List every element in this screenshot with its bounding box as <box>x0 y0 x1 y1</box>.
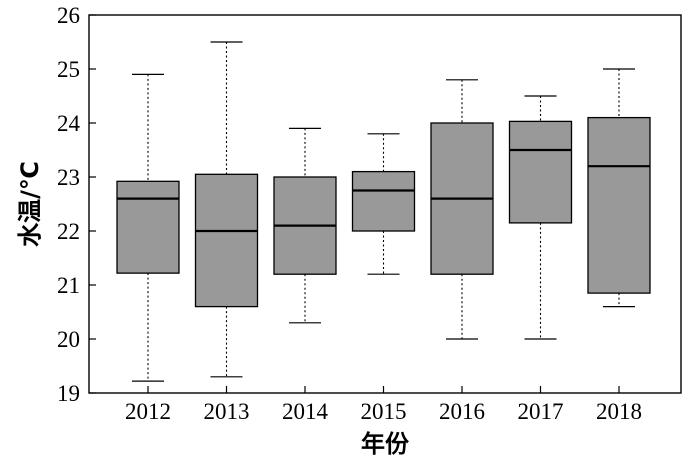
y-tick-label: 21 <box>57 273 80 298</box>
y-tick-label: 24 <box>57 111 81 136</box>
box-body <box>587 116 651 294</box>
y-tick-label: 26 <box>57 3 80 28</box>
y-tick-label: 23 <box>57 165 80 190</box>
y-axis-title: 水温/℃ <box>16 161 44 247</box>
box-2012 <box>116 73 180 382</box>
box-2016 <box>430 79 494 340</box>
y-tick-label: 20 <box>57 327 80 352</box>
plot-frame <box>88 14 682 394</box>
x-tick-label: 2015 <box>361 399 407 424</box>
y-axis-ticks: 19 20 21 22 23 24 25 26 <box>57 3 96 406</box>
x-tick-label: 2018 <box>596 399 642 424</box>
y-tick-label: 22 <box>57 219 80 244</box>
box-2014 <box>273 127 337 324</box>
x-tick-label: 2013 <box>204 399 250 424</box>
x-tick-label: 2012 <box>125 399 171 424</box>
x-tick-label: 2017 <box>518 399 564 424</box>
y-tick-label: 19 <box>57 381 80 406</box>
x-axis-ticks: 2012 2013 2014 2015 2016 2017 2018 <box>125 386 642 424</box>
box-2013 <box>194 41 259 378</box>
box-body <box>116 180 180 274</box>
x-axis-title: 年份 <box>361 430 410 458</box>
x-tick-label: 2016 <box>439 399 485 424</box>
box-body <box>194 173 259 308</box>
x-tick-label: 2014 <box>282 399 329 424</box>
box-2018 <box>587 68 651 308</box>
y-tick-label: 25 <box>57 57 80 82</box>
box-2015 <box>351 133 416 275</box>
plot-content <box>116 41 651 382</box>
box-body <box>351 170 416 232</box>
box-body <box>508 120 573 224</box>
box-2017 <box>508 95 573 340</box>
